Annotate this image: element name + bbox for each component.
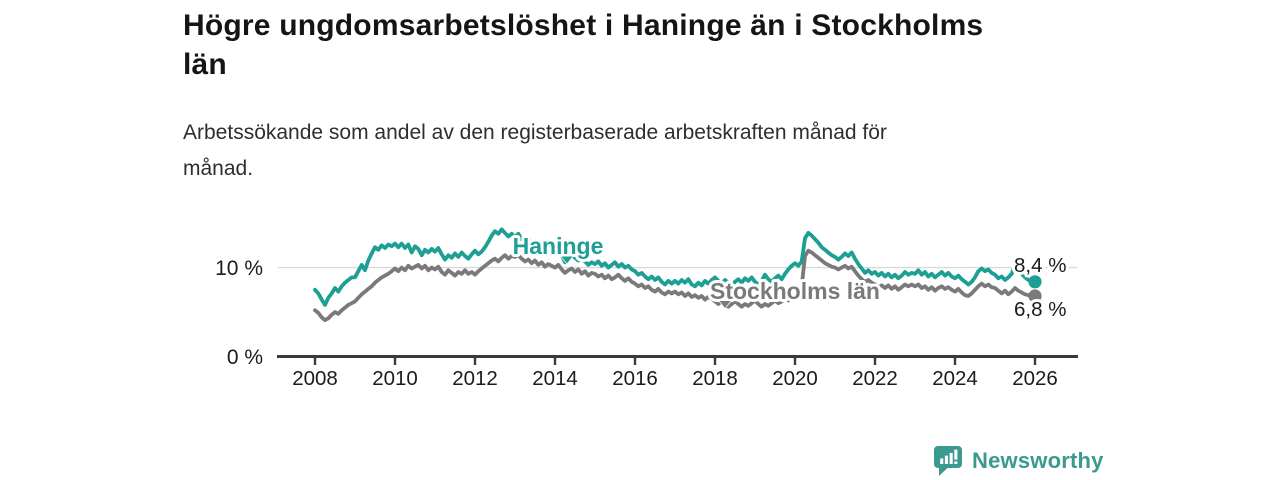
chart-title: Högre ungdomsarbetslöshet i Haninge än i…: [183, 6, 1103, 84]
haninge-line: [313, 227, 1037, 307]
stockholms-lan-series-label: Stockholms län: [710, 278, 880, 304]
x-tick-label-2014: 2014: [532, 367, 578, 390]
bar-chart-speech-bubble-icon: [934, 446, 962, 476]
x-tick-label-2022: 2022: [852, 367, 898, 390]
stockholms-lan-end-value-label: 6,8 %: [1014, 298, 1066, 321]
chart-subtitle: Arbetssökande som andel av den registerb…: [183, 115, 1063, 187]
x-axis-ticks-group: 2008 2010 2012 2014 2016 2018 2020 2022 2024 2026: [292, 356, 1058, 390]
x-tick-label-2024: 2024: [932, 367, 978, 390]
haninge-end-value-label: 8,4 %: [1014, 254, 1066, 277]
series-lines-group: [313, 227, 1042, 323]
x-tick-label-2026: 2026: [1012, 367, 1058, 390]
stockholms-lan-line: [313, 248, 1037, 323]
x-tick-label-2018: 2018: [692, 367, 738, 390]
chart-title-line2: län: [183, 48, 227, 81]
chart-subtitle-line1: Arbetssökande som andel av den registerb…: [183, 121, 887, 144]
haninge-label-pointer-icon: [559, 255, 575, 265]
stockholms-lan-label-pointer-icon: [717, 300, 733, 310]
y-tick-label-0: 0 %: [227, 346, 263, 369]
x-tick-label-2010: 2010: [372, 367, 418, 390]
chart-subtitle-line2: månad.: [183, 157, 254, 180]
x-tick-label-2012: 2012: [452, 367, 498, 390]
newsworthy-brand-text: Newsworthy: [972, 448, 1104, 473]
haninge-end-dot: [1028, 275, 1042, 289]
x-tick-label-2020: 2020: [772, 367, 818, 390]
x-tick-label-2008: 2008: [292, 367, 338, 390]
stockholms-lan-end-dot: [1028, 289, 1042, 303]
chart-title-line1: Högre ungdomsarbetslöshet i Haninge än i…: [183, 9, 984, 42]
x-tick-label-2016: 2016: [612, 367, 658, 390]
haninge-series-label: Haninge: [513, 233, 604, 259]
y-tick-label-10: 10 %: [215, 257, 263, 280]
newsworthy-logo: Newsworthy: [933, 444, 1104, 478]
